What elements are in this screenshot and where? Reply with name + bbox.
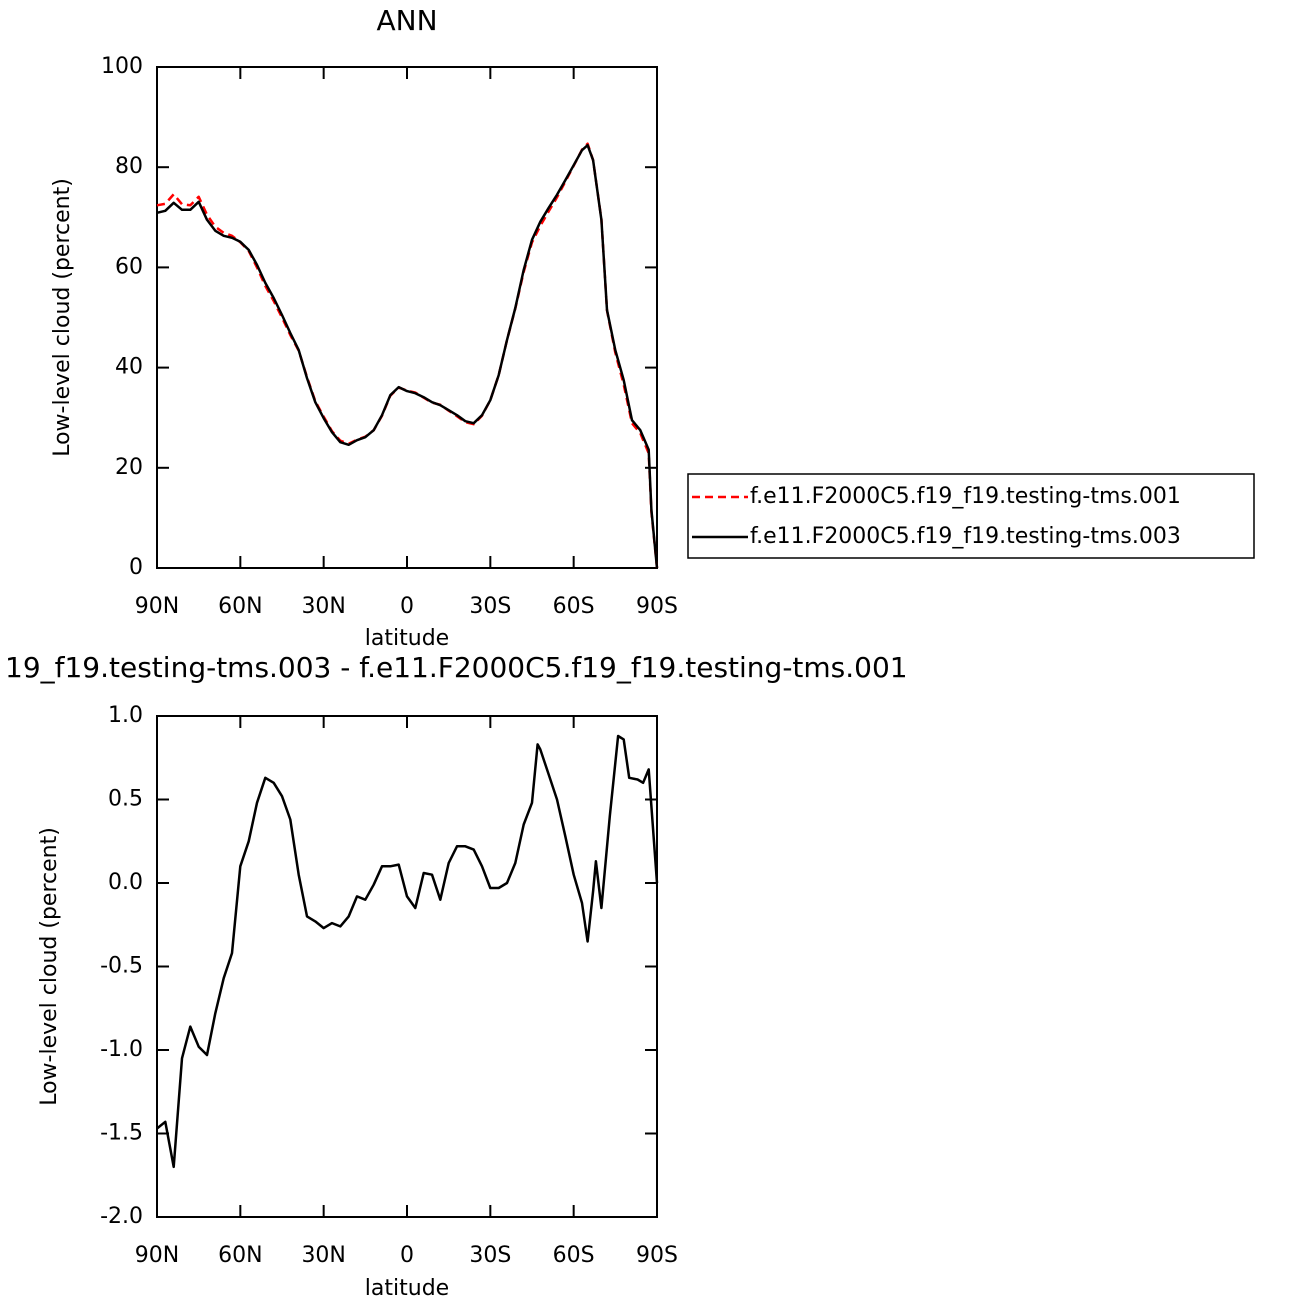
y-tick-label: 80: [115, 154, 143, 179]
data-line: [156, 143, 659, 569]
plot-frame: [156, 66, 658, 569]
y-tick-label: 0.0: [108, 870, 143, 895]
data-line: [156, 734, 659, 1169]
legend-box: [687, 473, 1255, 559]
x-tick-label: 30N: [301, 1243, 345, 1268]
chart-title: ANN: [376, 4, 437, 37]
x-tick-label: 90S: [636, 1243, 678, 1268]
y-axis-label: Low-level cloud (percent): [37, 827, 62, 1106]
legend-label: f.e11.F2000C5.f19_f19.testing-tms.003: [750, 524, 1181, 549]
y-tick-label: 0: [129, 555, 143, 580]
x-tick-label: 60N: [218, 594, 262, 619]
y-tick-label: 0.5: [108, 787, 143, 812]
x-tick-label: 90N: [135, 1243, 179, 1268]
y-axis-label: Low-level cloud (percent): [50, 178, 75, 457]
x-tick-label: 60N: [218, 1243, 262, 1268]
y-tick-label: -1.5: [100, 1121, 143, 1146]
legend-label: f.e11.F2000C5.f19_f19.testing-tms.001: [750, 484, 1181, 509]
chart-title: 19_f19.testing-tms.003 - f.e11.F2000C5.f…: [5, 651, 908, 684]
y-tick-label: -0.5: [100, 954, 143, 979]
x-tick-label: 30N: [301, 594, 345, 619]
y-tick-label: -2.0: [100, 1204, 143, 1229]
x-axis-label: latitude: [365, 1276, 449, 1301]
y-tick-label: 60: [115, 254, 143, 279]
x-tick-label: 30S: [469, 1243, 511, 1268]
plot-frame: [156, 715, 658, 1218]
x-tick-label: 30S: [469, 594, 511, 619]
y-tick-label: 20: [115, 455, 143, 480]
x-tick-label: 60S: [553, 1243, 595, 1268]
x-tick-label: 90S: [636, 594, 678, 619]
x-axis-label: latitude: [365, 626, 449, 651]
y-tick-label: -1.0: [100, 1037, 143, 1062]
x-tick-label: 90N: [135, 594, 179, 619]
x-tick-label: 0: [400, 594, 414, 619]
y-tick-label: 40: [115, 355, 143, 380]
y-tick-label: 100: [101, 54, 143, 79]
x-tick-label: 0: [400, 1243, 414, 1268]
y-tick-label: 1.0: [108, 703, 143, 728]
data-line: [156, 142, 659, 569]
x-tick-label: 60S: [553, 594, 595, 619]
